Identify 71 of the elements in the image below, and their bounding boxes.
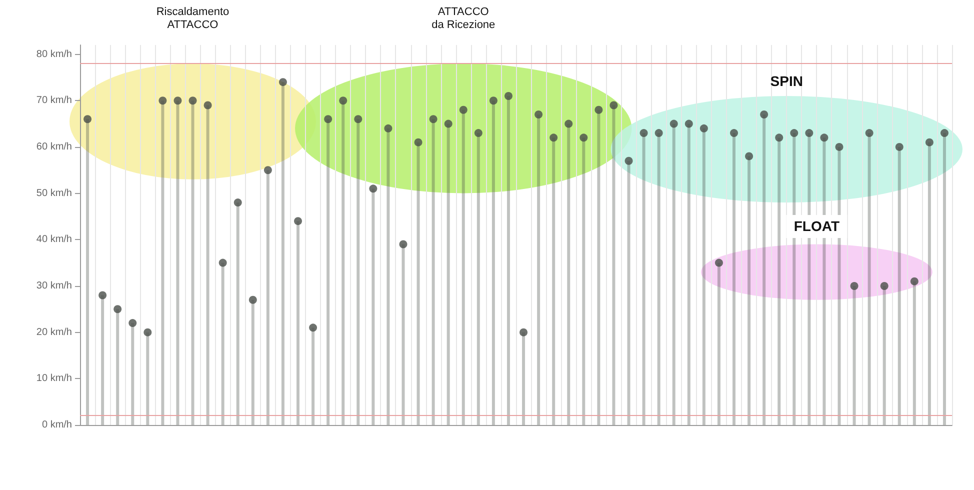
y-tick-label: 10 km/h: [36, 373, 72, 384]
point: [128, 319, 137, 328]
point: [234, 198, 242, 207]
point: [700, 124, 708, 132]
point: [925, 138, 934, 146]
y-tick-label: 0 km/h: [42, 420, 72, 430]
point: [429, 115, 438, 124]
point: [534, 110, 543, 119]
text: ATTACCO da Ricezione: [432, 6, 496, 32]
point: [624, 156, 633, 165]
point: [489, 96, 498, 105]
point: [714, 258, 723, 267]
point: [520, 328, 528, 336]
point: [895, 142, 904, 151]
y-tick-label: 60 km/h: [36, 141, 72, 152]
point: [940, 129, 948, 138]
point: [339, 96, 348, 105]
point: [880, 282, 888, 290]
point: [98, 291, 107, 300]
point: [218, 258, 227, 267]
point: [264, 166, 272, 174]
point: [444, 120, 452, 128]
point: [474, 129, 482, 138]
y-tick-label: 70 km/h: [36, 95, 72, 106]
point: [910, 277, 918, 286]
point: [805, 129, 814, 138]
point: [564, 120, 573, 128]
point: [188, 96, 197, 105]
y-tick-label: 20 km/h: [36, 326, 72, 338]
point: [775, 134, 784, 142]
text: Riscaldamento ATTACCO: [156, 6, 230, 32]
point: [550, 134, 558, 142]
point: [594, 106, 603, 114]
point: [144, 328, 152, 336]
point: [324, 115, 332, 124]
point: [414, 138, 422, 146]
point: [835, 142, 844, 151]
point: [114, 305, 122, 314]
annotation: SPIN: [770, 72, 803, 90]
point: [248, 296, 257, 304]
point: [684, 120, 693, 128]
point: [384, 124, 392, 132]
point: [174, 96, 182, 105]
point: [850, 282, 858, 290]
y-tick-label: 40 km/h: [36, 234, 72, 246]
point: [84, 115, 92, 124]
point: [790, 129, 798, 138]
point: [354, 115, 362, 124]
point: [820, 134, 828, 142]
point: [278, 78, 287, 86]
point: [730, 129, 738, 138]
annotation: FLOAT: [786, 215, 848, 238]
point: [580, 134, 588, 142]
point: [459, 106, 468, 114]
point: [504, 92, 512, 100]
y-tick-label: 80 km/h: [36, 48, 72, 60]
point: [670, 120, 678, 128]
point: [369, 184, 378, 193]
point: [309, 324, 318, 332]
point: [399, 240, 408, 248]
point: [294, 217, 302, 226]
point: [865, 129, 874, 138]
point: [654, 129, 663, 138]
point: [760, 110, 768, 119]
point: [204, 101, 212, 110]
point: [745, 152, 754, 160]
point: [640, 129, 648, 138]
y-tick-label: 50 km/h: [36, 188, 72, 199]
point: [610, 101, 618, 110]
y-tick-label: 30 km/h: [36, 280, 72, 292]
point: [158, 96, 167, 105]
